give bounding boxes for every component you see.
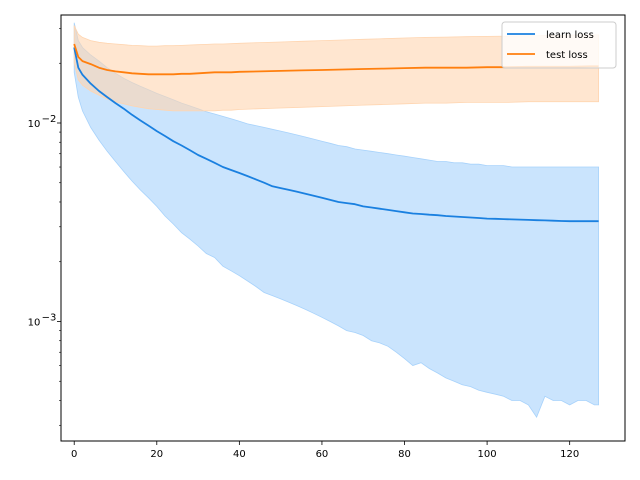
x-tick-label-100: 100 xyxy=(478,449,497,460)
x-tick-label-120: 120 xyxy=(560,449,579,460)
series-line-learn-loss xyxy=(73,47,599,223)
y-tick-label-1e−3: 10 xyxy=(28,317,41,328)
legend-box xyxy=(501,21,617,69)
y-tick-exponent: −2 xyxy=(42,114,57,125)
series-line-test-loss xyxy=(73,43,599,76)
axes-frame xyxy=(60,14,626,442)
axes-border xyxy=(60,14,626,442)
plot-area xyxy=(73,22,599,418)
y-tick-exponent: −3 xyxy=(42,312,57,323)
x-tick-label-60: 60 xyxy=(316,449,329,460)
y-tick-label-1e−2: 10 xyxy=(28,119,41,130)
band-test-loss xyxy=(73,25,599,112)
x-tick-label-40: 40 xyxy=(233,449,246,460)
x-axis: 0 20 40 60 80 100 120 xyxy=(71,441,579,460)
x-tick-label-0: 0 xyxy=(71,449,77,460)
x-tick-label-80: 80 xyxy=(398,449,411,460)
band-learn-loss xyxy=(73,22,599,418)
legend: learn loss test loss xyxy=(501,21,617,69)
legend-label-learn-loss: learn loss xyxy=(546,30,594,41)
x-tick-label-20: 20 xyxy=(150,449,163,460)
legend-label-test-loss: test loss xyxy=(546,50,588,61)
y-axis: 10−310−2 xyxy=(28,27,61,426)
